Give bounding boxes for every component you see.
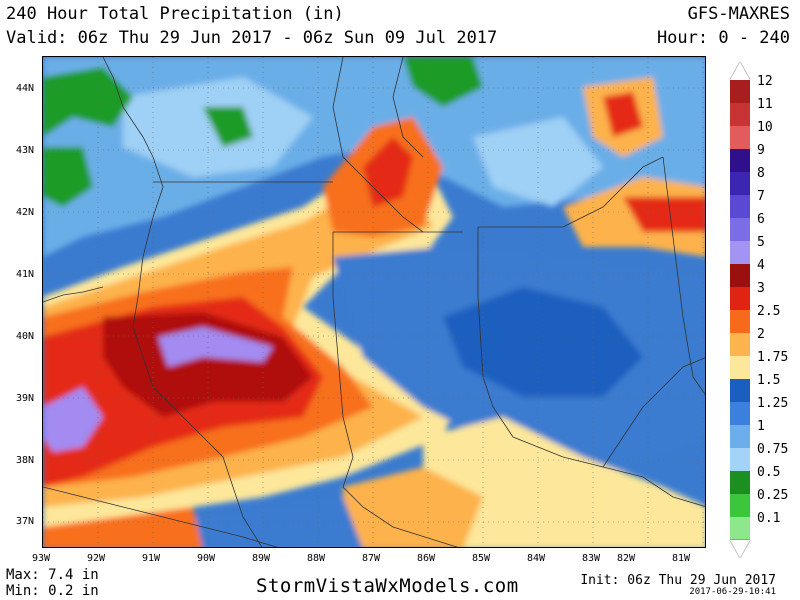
legend-top-arrow xyxy=(730,62,750,80)
field-blue-south xyxy=(193,497,363,547)
lon-label: 89W xyxy=(252,553,271,564)
legend-swatch xyxy=(730,126,750,149)
lat-lon-grid xyxy=(43,57,705,547)
site-watermark: StormVistaWxModels.com xyxy=(256,575,519,597)
precipitation-map xyxy=(42,56,706,548)
legend-swatch xyxy=(730,218,750,241)
lat-label: 38N xyxy=(16,455,35,466)
field-green-north-center xyxy=(203,107,253,147)
legend-swatch xyxy=(730,172,750,195)
legend-label: 3 xyxy=(757,281,765,296)
legend-label: 0.75 xyxy=(757,442,789,457)
legend-label: 12 xyxy=(757,74,773,89)
lat-label: 42N xyxy=(16,207,35,218)
legend-swatch xyxy=(730,425,750,448)
legend-label: 6 xyxy=(757,212,765,227)
legend-label: 10 xyxy=(757,120,773,135)
legend-label: 0.5 xyxy=(757,465,781,480)
legend-label: 8 xyxy=(757,166,765,181)
legend-label: 1.75 xyxy=(757,350,789,365)
lon-label: 87W xyxy=(362,553,381,564)
legend-label: 4 xyxy=(757,258,765,273)
lon-label: 81W xyxy=(672,553,691,564)
lon-label: 82W xyxy=(617,553,636,564)
lon-label: 83W xyxy=(582,553,601,564)
max-value: Max: 7.4 in xyxy=(6,567,99,583)
forecast-hour-range: Hour: 0 - 240 xyxy=(656,28,790,48)
lon-label: 88W xyxy=(307,553,326,564)
legend-label: 5 xyxy=(757,235,765,250)
legend-swatch xyxy=(730,149,750,172)
field-purple-center xyxy=(158,327,273,367)
lat-label: 39N xyxy=(16,393,35,404)
min-value: Min: 0.2 in xyxy=(6,583,99,599)
field-red-east xyxy=(623,197,705,232)
valid-period: Valid: 06z Thu 29 Jun 2017 - 06z Sun 09 … xyxy=(6,28,498,48)
lon-label: 93W xyxy=(32,553,51,564)
legend-label: 9 xyxy=(757,143,765,158)
legend-swatch xyxy=(730,103,750,126)
legend-label: 0.25 xyxy=(757,488,789,503)
lat-label: 44N xyxy=(16,83,35,94)
legend-swatch xyxy=(730,333,750,356)
legend-label: 11 xyxy=(757,97,773,112)
legend-label: 2.5 xyxy=(757,304,781,319)
field-green-north xyxy=(403,57,483,107)
legend-swatch xyxy=(730,195,750,218)
field-yellow-se xyxy=(423,417,705,547)
legend-swatch xyxy=(730,402,750,425)
lat-label: 41N xyxy=(16,269,35,280)
field-green-nw xyxy=(43,67,133,137)
legend-swatch xyxy=(730,471,750,494)
state-borders xyxy=(43,57,705,547)
legend-label: 7 xyxy=(757,189,765,204)
legend-label: 0.1 xyxy=(757,511,781,526)
field-purple-west xyxy=(43,387,103,452)
generated-timestamp: 2017-06-29-10:41 xyxy=(689,587,776,597)
field-dark-red-core xyxy=(103,312,313,417)
legend-label: 2 xyxy=(757,327,765,342)
lon-label: 86W xyxy=(417,553,436,564)
legend-swatch xyxy=(730,241,750,264)
lat-label: 40N xyxy=(16,331,35,342)
precip-fields xyxy=(43,57,705,547)
legend-swatch xyxy=(730,80,750,103)
legend-label: 1.25 xyxy=(757,396,789,411)
lon-label: 90W xyxy=(197,553,216,564)
lat-label: 37N xyxy=(16,516,35,527)
lon-label: 92W xyxy=(87,553,106,564)
field-orange-se xyxy=(343,467,483,547)
lat-label: 43N xyxy=(16,145,35,156)
lon-label: 91W xyxy=(142,553,161,564)
legend-swatch xyxy=(730,379,750,402)
legend-label: 1.5 xyxy=(757,373,781,388)
legend-swatch xyxy=(730,448,750,471)
field-green-nw2 xyxy=(43,147,93,207)
model-name: GFS-MAXRES xyxy=(687,4,790,24)
legend-swatch xyxy=(730,356,750,379)
map-title: 240 Hour Total Precipitation (in) xyxy=(6,4,344,24)
legend-swatch xyxy=(730,264,750,287)
legend-swatch xyxy=(730,287,750,310)
legend-bottom-arrow xyxy=(730,540,750,558)
field-dark-blue-east xyxy=(443,287,643,397)
field-orange-east xyxy=(563,177,705,257)
lon-label: 84W xyxy=(527,553,546,564)
legend-swatch xyxy=(730,310,750,333)
field-red-ne xyxy=(603,92,643,137)
init-time: Init: 06z Thu 29 Jun 2017 xyxy=(580,573,776,588)
legend-swatch xyxy=(730,517,750,540)
lon-label: 85W xyxy=(472,553,491,564)
legend-swatch xyxy=(730,494,750,517)
legend-label: 1 xyxy=(757,419,765,434)
